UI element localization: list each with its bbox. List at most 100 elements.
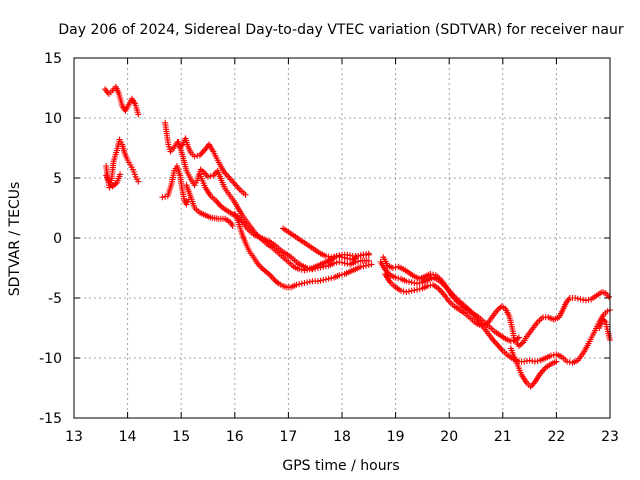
data-point: [529, 358, 536, 364]
data-point: [112, 181, 119, 187]
data-point: [406, 278, 412, 285]
y-axis-label: SDTVAR / TECUs: [7, 182, 23, 297]
data-point: [414, 280, 421, 287]
data-point: [427, 271, 434, 277]
data-point: [191, 153, 198, 160]
data-point: [582, 297, 589, 304]
data-point: [225, 173, 232, 180]
data-point: [360, 251, 367, 258]
data-point: [235, 185, 242, 192]
data-point: [135, 111, 142, 118]
data-point: [274, 279, 281, 286]
data-point: [481, 322, 488, 328]
data-point: [322, 263, 329, 270]
data-point: [352, 259, 359, 265]
data-point: [365, 250, 372, 257]
data-point: [355, 253, 362, 259]
data-point: [322, 253, 329, 259]
data-point: [159, 194, 166, 201]
data-point: [548, 352, 555, 359]
grid: [74, 58, 610, 418]
data-point: [317, 277, 324, 284]
data-point: [493, 340, 500, 347]
x-tick-label: 13: [65, 429, 83, 445]
data-point: [214, 199, 221, 206]
data-point: [194, 152, 201, 159]
data-point: [604, 308, 611, 315]
data-point: [227, 176, 234, 183]
data-point: [411, 280, 418, 286]
data-point: [231, 181, 238, 187]
data-point: [534, 358, 541, 364]
x-tick-label: 19: [387, 429, 405, 445]
data-point: [215, 200, 222, 207]
data-point: [339, 259, 345, 266]
data-point: [360, 263, 367, 270]
series-arc-4: [159, 163, 192, 208]
data-point: [518, 340, 525, 347]
data-point: [325, 253, 332, 260]
x-tick-label: 21: [494, 429, 512, 445]
series-arc-1: [102, 83, 142, 118]
data-point: [320, 263, 327, 270]
data-point: [339, 271, 345, 278]
series-arc-14: [507, 345, 560, 390]
data-point: [242, 191, 249, 198]
data-point: [325, 275, 332, 282]
data-point: [205, 173, 211, 180]
data-point: [328, 254, 335, 261]
data-point: [572, 295, 579, 301]
data-point: [427, 282, 434, 289]
data-point: [293, 281, 300, 288]
data-point: [531, 358, 538, 365]
data-point: [540, 367, 546, 374]
series-arc-9: [231, 211, 375, 291]
data-point: [580, 296, 587, 303]
y-tick-label: -5: [48, 291, 62, 307]
data-point: [523, 358, 530, 364]
data-point: [507, 338, 514, 345]
data-point: [347, 252, 354, 259]
ticks: 13 14 15 16 17 18 19 20 21 22 23 -15 -10 -5 0 5 10 15: [39, 51, 619, 445]
data-point: [230, 179, 237, 186]
data-point: [605, 293, 612, 300]
data-point: [436, 286, 443, 293]
y-tick-label: 0: [53, 231, 62, 247]
data-point: [357, 252, 364, 259]
y-tick-label: -10: [39, 351, 62, 367]
data-point: [306, 265, 313, 272]
data-point: [229, 178, 236, 184]
data-point: [304, 279, 311, 286]
data-point: [117, 171, 124, 178]
data-point: [408, 279, 415, 286]
data-point: [196, 152, 203, 159]
data-point: [162, 193, 169, 200]
x-tick-label: 22: [547, 429, 565, 445]
data-point: [344, 251, 351, 258]
data-point: [414, 286, 421, 293]
data-point: [408, 287, 415, 294]
data-point: [541, 366, 548, 373]
data-point: [574, 295, 581, 302]
plot-frame: [73, 57, 611, 419]
data-point: [365, 262, 372, 268]
data-point: [333, 253, 340, 259]
data-point: [330, 260, 337, 267]
data-point: [355, 258, 362, 265]
series-arc-13: [381, 271, 612, 349]
y-tick-label: 5: [53, 171, 62, 187]
series-arc-3: [103, 171, 124, 190]
data-point: [585, 296, 592, 303]
data-point: [229, 223, 236, 229]
series-layer: [102, 83, 613, 390]
data-point: [400, 288, 407, 295]
x-tick-label: 17: [279, 429, 297, 445]
data-point: [233, 182, 240, 189]
data-point: [363, 251, 370, 258]
data-point: [478, 322, 485, 329]
chart-title: Day 206 of 2024, Sidereal Day-to-day VTE…: [58, 22, 624, 38]
data-point: [490, 337, 497, 344]
data-point: [314, 265, 321, 271]
series-arc-7: [183, 182, 236, 229]
series-arc-2: [103, 136, 142, 191]
